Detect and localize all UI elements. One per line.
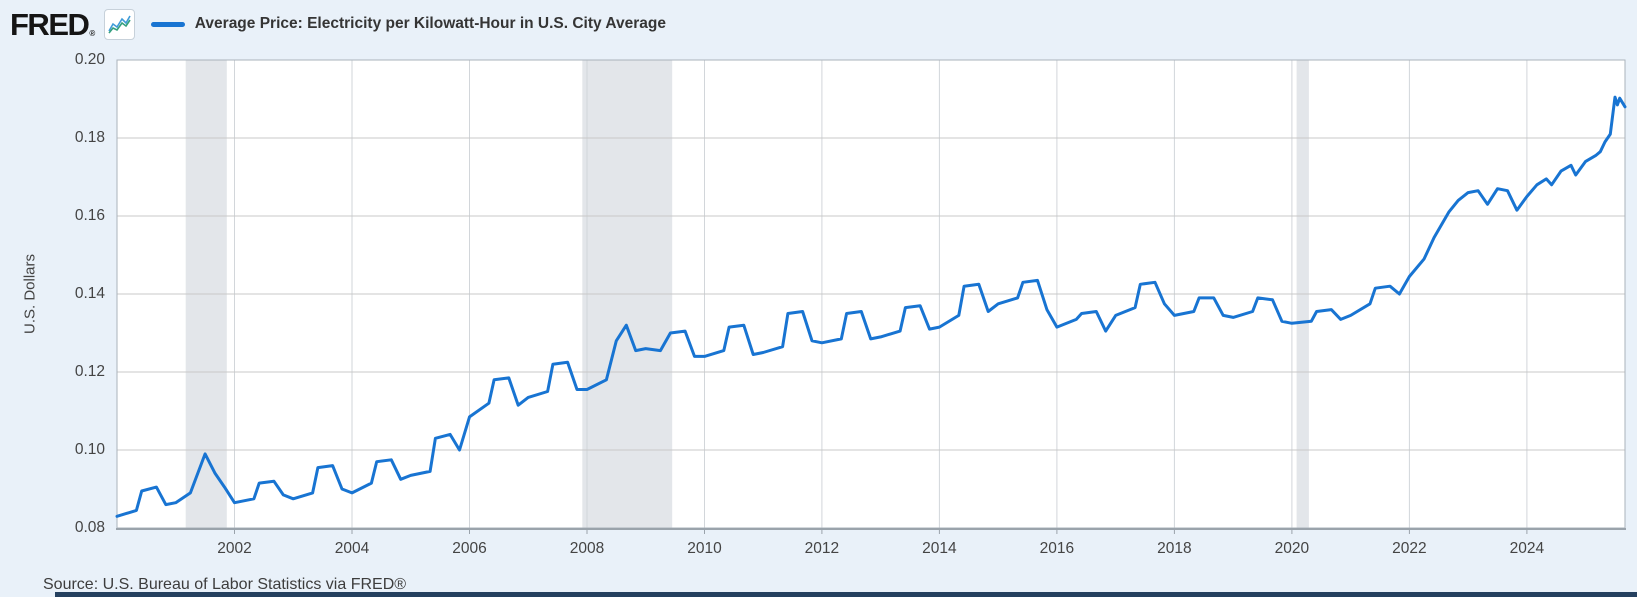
x-tick-label: 2020 — [1275, 540, 1310, 557]
y-tick-label: 0.18 — [75, 129, 105, 146]
fred-logo[interactable]: FRED ® — [10, 6, 95, 42]
y-tick-label: 0.20 — [75, 51, 106, 68]
price-line[interactable] — [115, 95, 1627, 518]
y-tick-label: 0.14 — [75, 285, 106, 302]
x-tick-label: 2010 — [687, 540, 722, 557]
legend-line-swatch — [150, 21, 185, 27]
chart-legend: Average Price: Electricity per Kilowatt-… — [150, 15, 666, 33]
x-tick-label: 2018 — [1157, 540, 1191, 557]
x-tick-label: 2022 — [1392, 540, 1426, 557]
registered-trademark-icon: ® — [89, 28, 95, 38]
footer-bar — [55, 592, 1637, 597]
y-tick-label: 0.16 — [75, 207, 105, 224]
x-tick-label: 2016 — [1040, 540, 1074, 557]
legend-series-label: Average Price: Electricity per Kilowatt-… — [194, 15, 666, 32]
chart-header: FRED ® Average Price: Electricity per Ki… — [10, 6, 666, 42]
x-tick-label: 2002 — [217, 540, 251, 557]
y-tick-label: 0.08 — [75, 519, 105, 536]
x-tick-label: 2024 — [1510, 540, 1545, 557]
y-tick-label: 0.12 — [75, 363, 105, 380]
x-tick-label: 2014 — [922, 540, 957, 557]
sparkline-chart-icon[interactable] — [103, 8, 135, 40]
sparkline-icon-glyph — [108, 15, 131, 33]
y-tick-label: 0.10 — [75, 441, 106, 458]
fred-logo-text: FRED — [10, 6, 90, 42]
source-attribution: Source: U.S. Bureau of Labor Statistics … — [43, 576, 407, 593]
x-tick-label: 2004 — [335, 540, 370, 557]
x-tick-label: 2006 — [452, 540, 486, 557]
x-tick-label: 2008 — [570, 540, 604, 557]
x-tick-label: 2012 — [805, 540, 839, 557]
